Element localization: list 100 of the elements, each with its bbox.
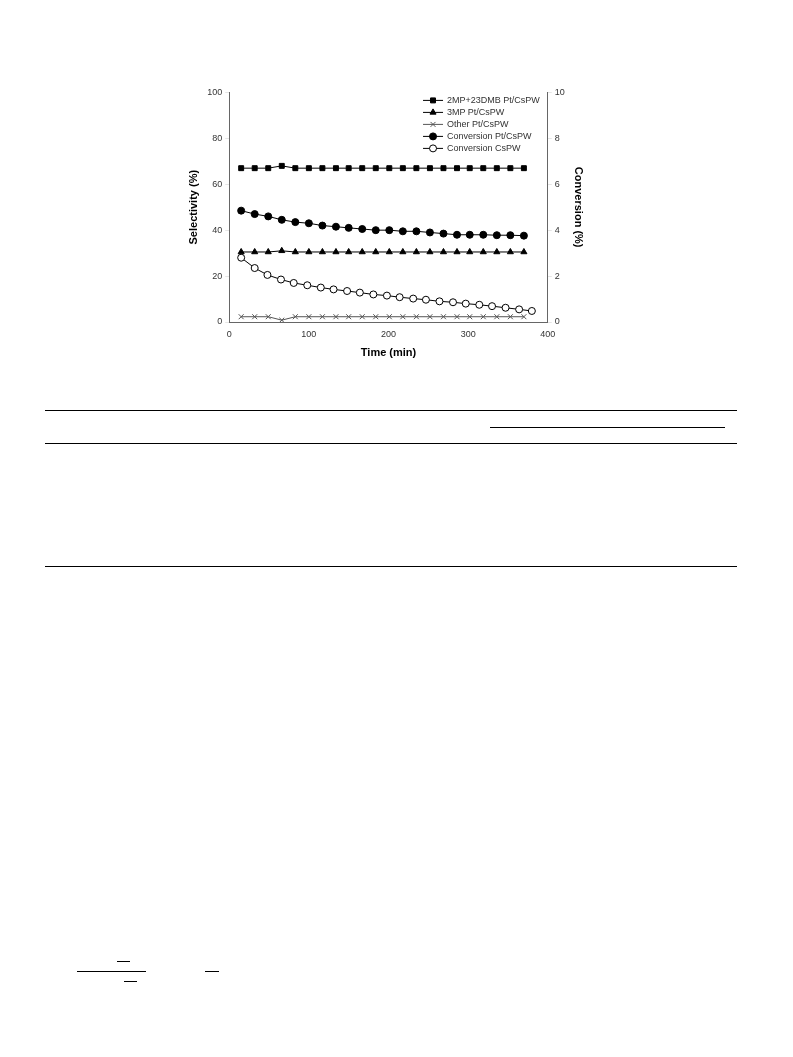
point [426,247,434,255]
point [439,229,448,238]
point [412,227,421,236]
point [291,247,299,255]
point [507,313,514,320]
legend-label: Conversion Pt/CsPW [447,130,533,141]
point [291,218,300,227]
point [439,247,447,255]
point [466,313,473,320]
point [263,270,272,279]
point [399,313,406,320]
point [399,165,406,172]
y2-axis-title: Conversion (%) [573,166,586,248]
point [466,165,473,172]
point [398,227,407,236]
y-tick-label: 100 [207,86,223,97]
point [493,247,501,255]
point [475,300,484,309]
point [493,165,500,172]
point [440,313,447,320]
point [238,313,245,320]
point [305,165,312,172]
point [385,226,394,235]
point [343,287,352,295]
point [332,165,339,172]
point [465,230,474,239]
point [238,165,245,172]
legend-label: 3MP Pt/CsPW [447,106,505,117]
point [329,285,338,294]
point [358,225,367,234]
point [488,302,497,311]
y-tick-label: 40 [212,224,223,235]
point [421,295,430,304]
point [412,247,420,255]
point [251,165,258,172]
x-tick-label: 100 [301,328,317,339]
point [479,230,488,239]
y2-tick-label: 10 [554,86,565,97]
point [519,231,528,240]
point [292,165,299,172]
point [480,313,487,320]
point [461,299,470,308]
point [425,228,434,237]
point [278,246,286,254]
point [386,165,393,172]
point [265,165,272,172]
point [493,313,500,320]
point [319,313,326,320]
point [344,223,353,232]
point [454,165,460,172]
point [359,165,366,172]
point [237,247,245,255]
point [466,247,474,255]
point [345,247,353,255]
legend-label: Other Pt/CsPW [447,118,510,129]
point [506,231,515,240]
y2-tick-label: 8 [554,132,560,143]
point [453,247,461,255]
point [386,313,393,320]
point [480,165,487,172]
point [316,283,325,292]
y2-tick-label: 6 [554,178,560,189]
point [453,230,461,239]
x-tick-label: 0 [226,328,232,339]
y-tick-label: 0 [217,316,223,327]
point [345,313,352,320]
point [250,210,259,219]
x-axis-title: Time (min) [360,346,417,359]
point [318,221,327,230]
point [395,293,404,302]
point [277,215,286,224]
x-tick-label: 300 [460,328,476,339]
point [492,231,501,240]
point [520,165,527,172]
point [278,162,285,169]
point [382,291,391,300]
point [520,313,527,320]
point [305,313,312,320]
point [265,313,272,320]
point [372,165,379,172]
point [426,165,433,172]
point [369,290,378,299]
point [292,313,299,320]
y2-tick-label: 0 [554,316,560,327]
point [318,247,326,255]
point [449,298,458,307]
point [515,305,524,314]
legend-label: Conversion CsPW [447,142,522,153]
y2-tick-label: 4 [554,224,560,235]
point [413,313,420,320]
point [304,219,313,228]
point [345,165,352,172]
point [507,165,514,172]
point [319,165,326,172]
y-tick-label: 60 [212,178,223,189]
point [332,313,339,320]
point [413,165,420,172]
point [305,247,313,255]
point [501,303,510,312]
point [385,247,393,255]
